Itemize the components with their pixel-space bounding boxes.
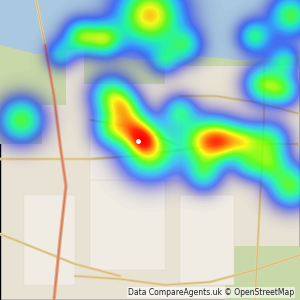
Polygon shape [84,0,165,84]
Polygon shape [90,114,180,180]
Polygon shape [165,0,300,66]
Polygon shape [126,114,165,144]
Polygon shape [90,180,165,270]
Polygon shape [0,0,300,60]
Polygon shape [0,0,66,105]
Polygon shape [225,246,300,300]
Polygon shape [24,195,75,285]
Text: Data CompareAgents.uk © OpenStreetMap: Data CompareAgents.uk © OpenStreetMap [128,288,294,297]
Polygon shape [0,105,42,144]
Polygon shape [180,195,234,285]
